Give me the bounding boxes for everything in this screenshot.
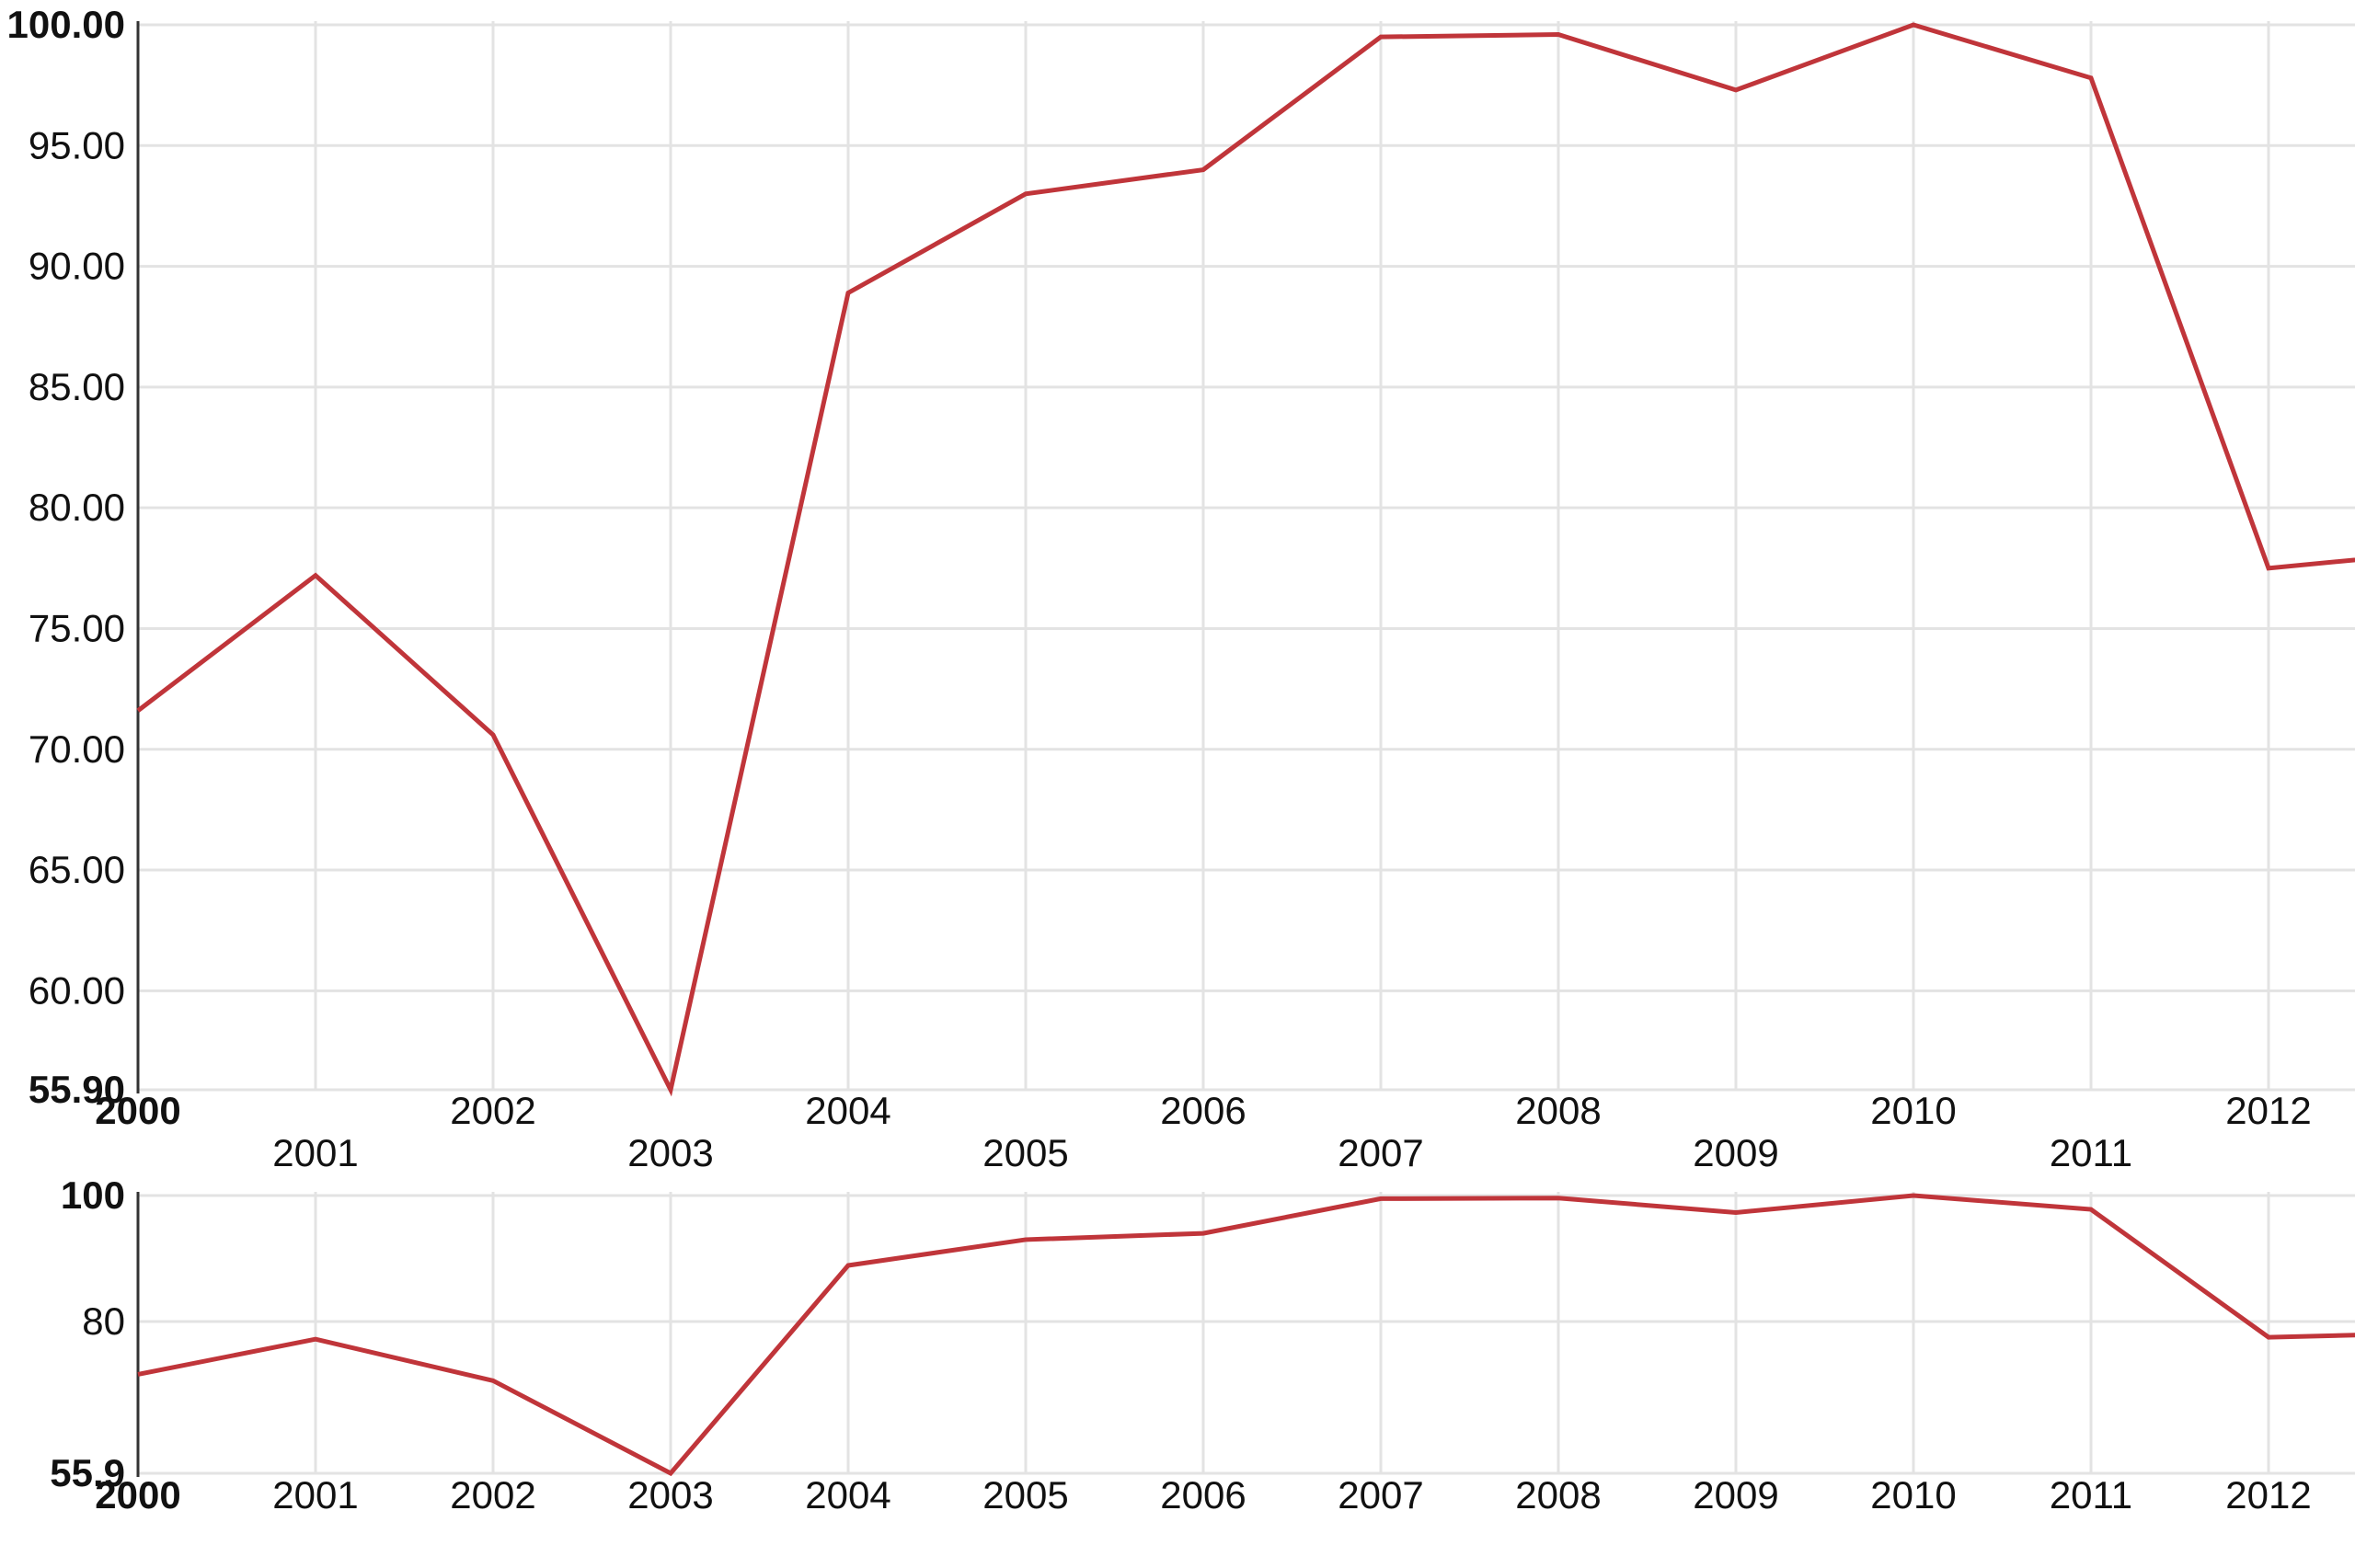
overview-chart-series xyxy=(136,1193,2355,1477)
main-y-tick-label: 100.00 xyxy=(7,3,125,46)
main-x-tick-label: 2005 xyxy=(982,1131,1068,1174)
overview-x-tick-label: 2003 xyxy=(627,1473,713,1516)
main-data-point xyxy=(1734,88,1738,92)
main-data-point xyxy=(491,733,495,737)
main-data-point xyxy=(846,291,850,294)
main-x-tick-label: 2004 xyxy=(805,1089,890,1132)
main-data-point xyxy=(1379,35,1383,39)
overview-y-tick-label: 55.9 xyxy=(50,1451,125,1494)
overview-x-tick-label: 2011 xyxy=(2050,1473,2132,1516)
overview-x-tick-label: 2012 xyxy=(2225,1473,2311,1516)
main-x-tick-label: 2003 xyxy=(627,1131,713,1174)
main-x-tick-label: 2000 xyxy=(95,1089,180,1132)
main-y-tick-label: 70.00 xyxy=(29,727,125,771)
main-x-tick-label: 2006 xyxy=(1160,1089,1246,1132)
overview-data-point xyxy=(1024,1238,1028,1242)
main-data-point xyxy=(136,709,140,713)
main-chart-series xyxy=(136,22,2355,1097)
overview-data-point xyxy=(2089,1207,2093,1211)
overview-x-tick-label: 2009 xyxy=(1693,1473,1778,1516)
overview-data-point xyxy=(1557,1196,1560,1200)
main-data-point xyxy=(314,574,317,578)
overview-data-point xyxy=(314,1337,317,1341)
main-data-point xyxy=(669,1088,672,1092)
main-data-point xyxy=(1024,192,1028,196)
main-data-point xyxy=(2089,76,2093,80)
main-y-tick-label: 85.00 xyxy=(29,365,125,408)
overview-chart-x-tick-labels: 2000 2001 2002 2003 2004 2005 2006 2007 2008 2009… xyxy=(95,1473,2311,1516)
overview-data-point xyxy=(1379,1196,1383,1200)
main-y-tick-label: 75.00 xyxy=(29,606,125,649)
overview-y-tick-label: 80 xyxy=(82,1299,125,1343)
main-x-tick-label: 2008 xyxy=(1515,1089,1601,1132)
main-y-tick-label: 95.00 xyxy=(29,123,125,166)
overview-data-point xyxy=(846,1264,850,1267)
overview-data-point xyxy=(1201,1231,1205,1235)
main-x-tick-label: 2011 xyxy=(2050,1131,2132,1174)
main-x-tick-label: 2001 xyxy=(272,1131,358,1174)
main-y-tick-label: 60.00 xyxy=(29,968,125,1012)
main-data-point xyxy=(1912,23,1915,27)
main-chart-x-tick-labels: 2000 2001 2002 2003 2004 2005 2006 2007 2008 2009… xyxy=(95,1089,2311,1174)
overview-data-point xyxy=(136,1372,140,1376)
main-x-tick-label: 2009 xyxy=(1693,1131,1778,1174)
overview-chart-gridlines xyxy=(136,1192,2355,1475)
main-y-tick-label: 90.00 xyxy=(29,245,125,288)
overview-data-point xyxy=(491,1379,495,1382)
overview-x-tick-label: 2007 xyxy=(1338,1473,1423,1516)
main-series-line xyxy=(136,22,2355,1097)
overview-data-point xyxy=(1912,1194,1915,1197)
overview-y-tick-label: 100 xyxy=(61,1173,125,1217)
overview-data-point xyxy=(2267,1335,2270,1339)
overview-chart-y-tick-labels: 55.9 80 100 xyxy=(50,1173,125,1494)
overview-x-tick-label: 2000 xyxy=(95,1473,180,1516)
main-chart-y-tick-labels: 55.90 60.00 65.00 70.00 75.00 80.00 85.00 90.00… xyxy=(7,3,125,1111)
overview-x-tick-label: 2002 xyxy=(450,1473,535,1516)
overview-series-line xyxy=(137,1193,2355,1477)
main-chart-gridlines xyxy=(136,21,2355,1092)
main-data-point xyxy=(1557,33,1560,37)
main-y-tick-label: 65.00 xyxy=(29,848,125,891)
main-y-tick-label: 80.00 xyxy=(29,486,125,529)
main-data-point xyxy=(1201,168,1205,172)
overview-x-tick-label: 2005 xyxy=(982,1473,1068,1516)
main-x-tick-label: 2012 xyxy=(2225,1089,2311,1132)
main-x-tick-label: 2010 xyxy=(1870,1089,1956,1132)
main-data-point xyxy=(2267,567,2270,570)
main-y-tick-label: 55.90 xyxy=(29,1068,125,1111)
overview-x-tick-label: 2004 xyxy=(805,1473,890,1516)
overview-x-tick-label: 2001 xyxy=(272,1473,358,1516)
overview-x-tick-label: 2010 xyxy=(1870,1473,1956,1516)
overview-x-tick-label: 2008 xyxy=(1515,1473,1601,1516)
overview-x-tick-label: 2006 xyxy=(1160,1473,1246,1516)
main-x-tick-label: 2002 xyxy=(450,1089,535,1132)
overview-data-point xyxy=(1734,1210,1738,1214)
main-x-tick-label: 2007 xyxy=(1338,1131,1423,1174)
